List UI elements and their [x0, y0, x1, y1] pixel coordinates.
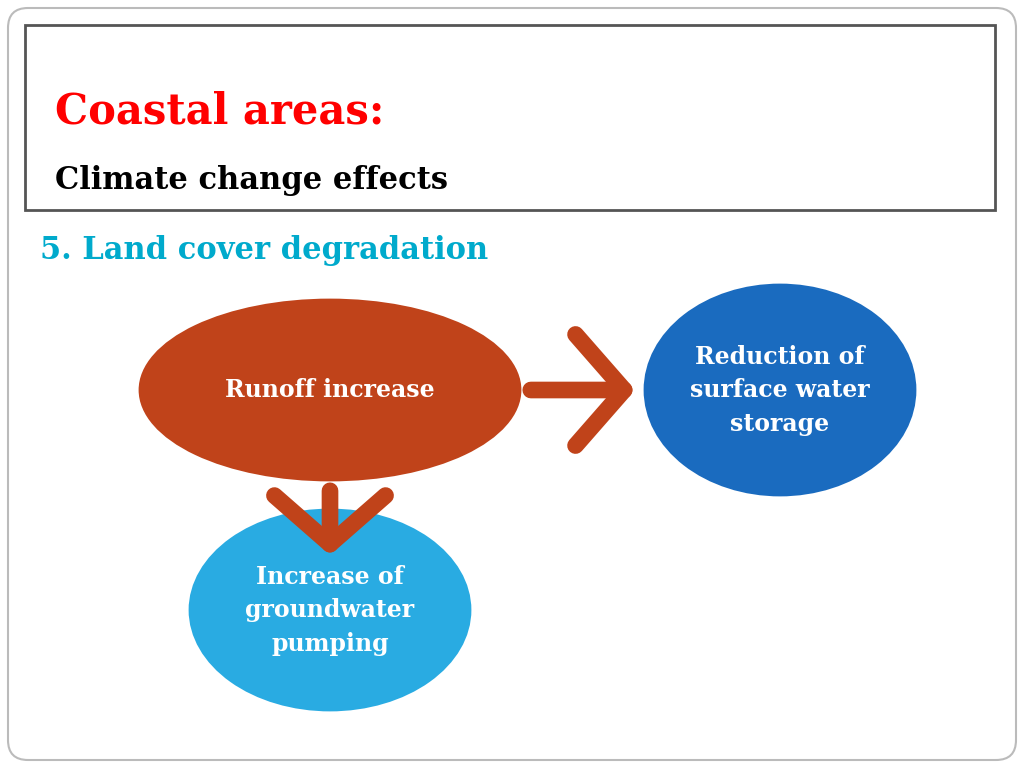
Ellipse shape	[190, 510, 470, 710]
FancyBboxPatch shape	[8, 8, 1016, 760]
FancyBboxPatch shape	[25, 25, 995, 210]
Text: 5. Land cover degradation: 5. Land cover degradation	[40, 235, 488, 266]
Text: Increase of
groundwater
pumping: Increase of groundwater pumping	[246, 564, 415, 656]
Text: Reduction of
surface water
storage: Reduction of surface water storage	[690, 345, 869, 435]
Ellipse shape	[645, 285, 915, 495]
Text: Runoff increase: Runoff increase	[225, 378, 435, 402]
Ellipse shape	[140, 300, 520, 480]
Text: Coastal areas:: Coastal areas:	[55, 90, 384, 132]
Text: Climate change effects: Climate change effects	[55, 165, 449, 196]
